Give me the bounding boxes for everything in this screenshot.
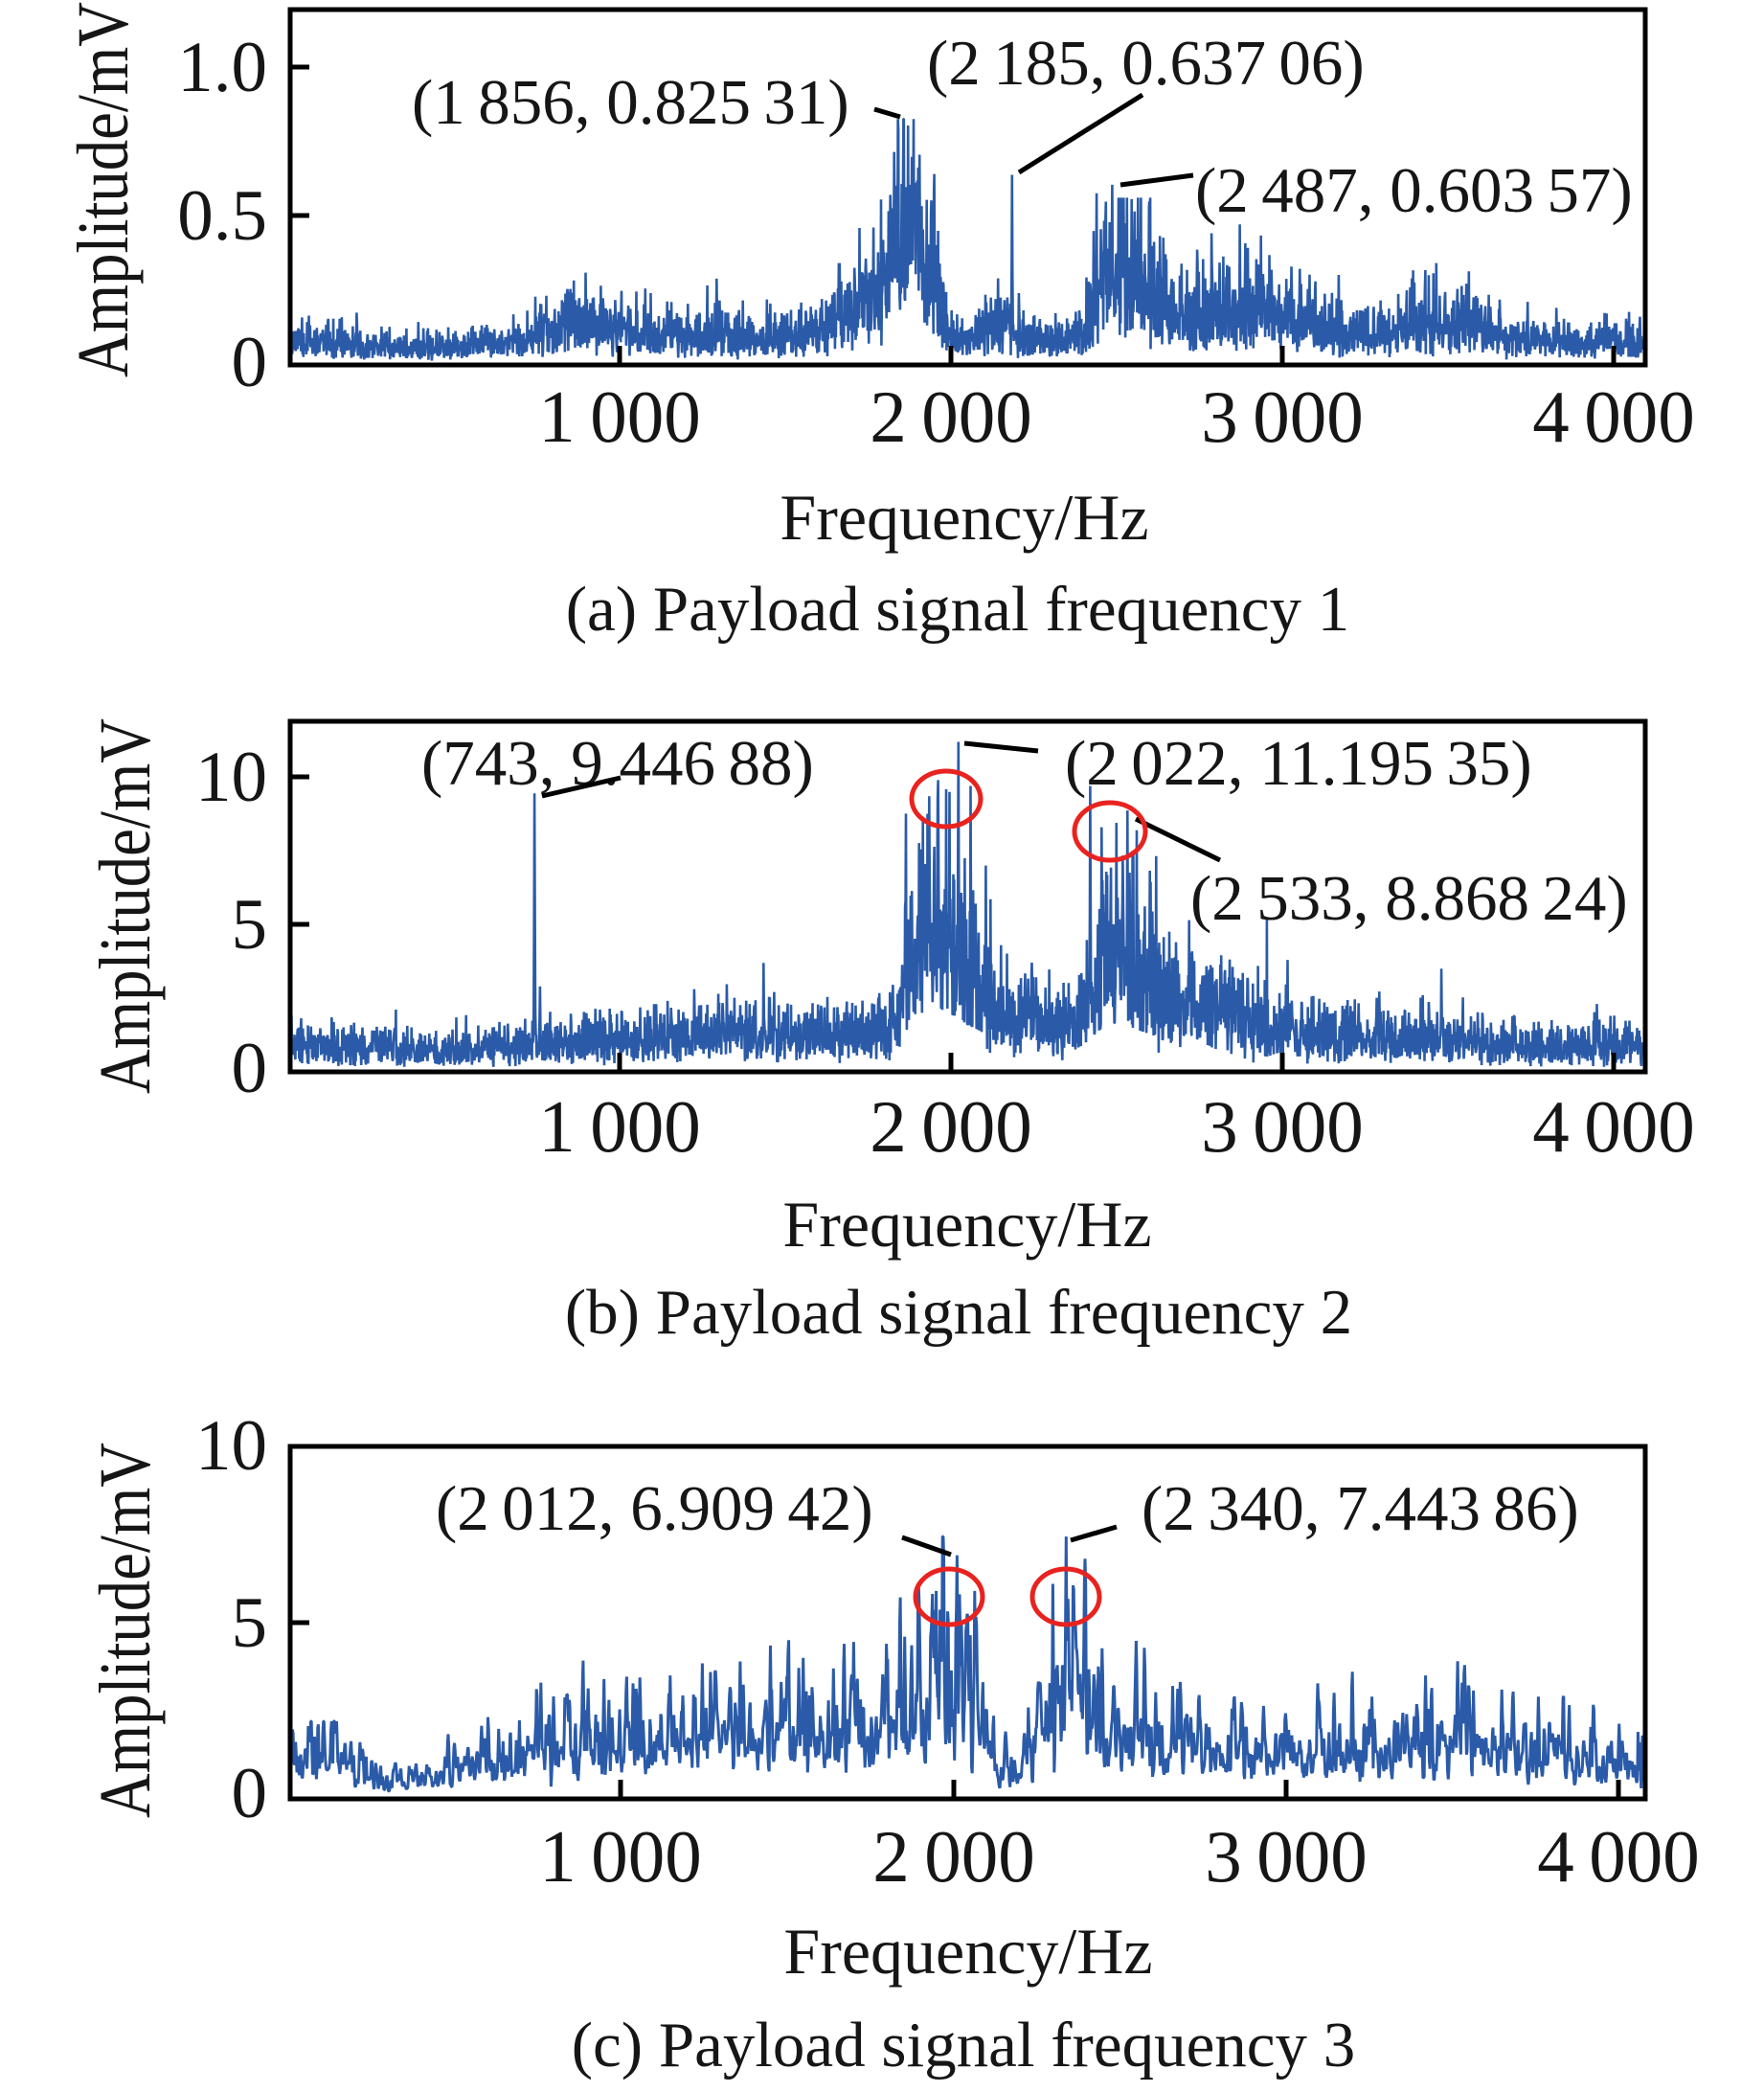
svg-text:2 000: 2 000	[870, 1085, 1031, 1168]
svg-text:0: 0	[232, 1029, 268, 1108]
svg-text:Frequency/Hz: Frequency/Hz	[780, 481, 1148, 554]
svg-text:Amplitude/mV: Amplitude/mV	[85, 1443, 166, 1818]
svg-text:10: 10	[195, 1406, 267, 1486]
svg-text:(a) Payload signal frequency 1: (a) Payload signal frequency 1	[566, 574, 1350, 645]
svg-text:(2 012, 6.909 42): (2 012, 6.909 42)	[436, 1473, 873, 1544]
svg-text:2 000: 2 000	[872, 1815, 1034, 1898]
svg-text:Amplitude/mV: Amplitude/mV	[63, 2, 144, 377]
svg-text:1 000: 1 000	[538, 375, 700, 458]
svg-text:2 000: 2 000	[870, 375, 1031, 458]
svg-text:(b) Payload signal frequency 2: (b) Payload signal frequency 2	[565, 1277, 1352, 1348]
svg-text:0.5: 0.5	[177, 176, 267, 256]
svg-text:1 000: 1 000	[539, 1815, 701, 1898]
svg-text:(2 022, 11.195 35): (2 022, 11.195 35)	[1065, 728, 1532, 799]
svg-text:3 000: 3 000	[1201, 375, 1363, 458]
svg-text:5: 5	[232, 885, 268, 965]
svg-text:3 000: 3 000	[1201, 1085, 1363, 1168]
svg-text:(1 856, 0.825 31): (1 856, 0.825 31)	[412, 67, 849, 138]
svg-text:0: 0	[232, 1754, 268, 1833]
svg-text:1.0: 1.0	[177, 28, 267, 107]
svg-text:4 000: 4 000	[1537, 1815, 1699, 1898]
svg-text:(2 185, 0.637 06): (2 185, 0.637 06)	[927, 28, 1365, 99]
svg-text:(743, 9.446 88): (743, 9.446 88)	[421, 728, 814, 799]
svg-text:Frequency/Hz: Frequency/Hz	[782, 1188, 1151, 1261]
svg-text:5: 5	[232, 1583, 268, 1663]
svg-text:(2 340, 7.443 86): (2 340, 7.443 86)	[1142, 1473, 1579, 1544]
svg-text:(2 533, 8.868 24): (2 533, 8.868 24)	[1190, 863, 1628, 934]
svg-text:0: 0	[232, 323, 268, 402]
svg-text:10: 10	[195, 738, 267, 817]
svg-text:1 000: 1 000	[538, 1085, 700, 1168]
svg-text:Frequency/Hz: Frequency/Hz	[783, 1915, 1152, 1988]
svg-text:(2 487, 0.603 57): (2 487, 0.603 57)	[1195, 155, 1633, 226]
svg-text:4 000: 4 000	[1532, 375, 1694, 458]
svg-text:Amplitude/mV: Amplitude/mV	[85, 718, 166, 1094]
svg-text:(c) Payload signal frequency 3: (c) Payload signal frequency 3	[572, 2010, 1356, 2081]
svg-text:4 000: 4 000	[1532, 1085, 1694, 1168]
svg-text:3 000: 3 000	[1205, 1815, 1367, 1898]
